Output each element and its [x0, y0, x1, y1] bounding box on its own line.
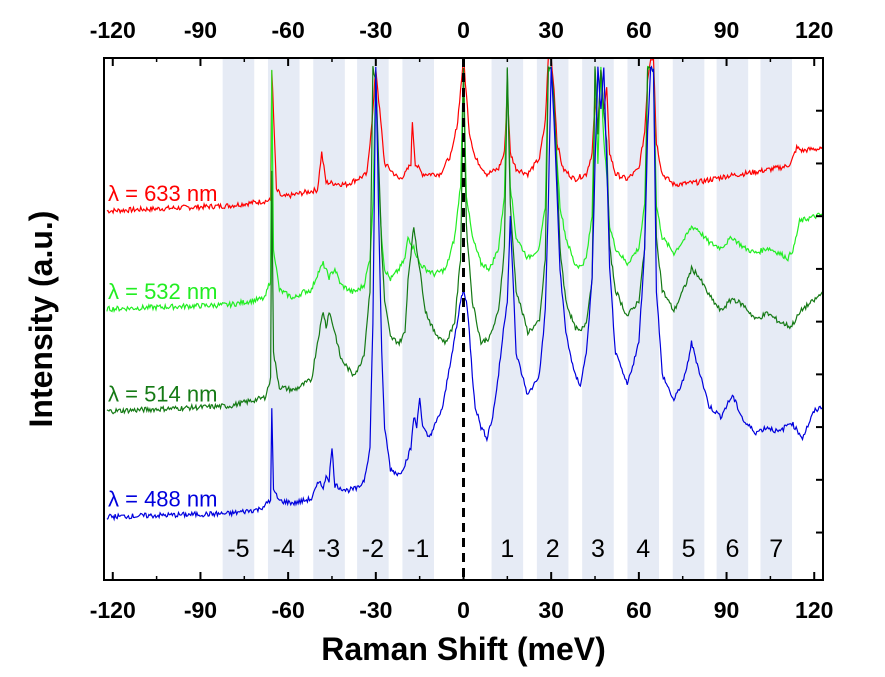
- band-labels: -5 -4 -3 -2 -1 1 2 3 4 5 6 7: [227, 535, 783, 563]
- band-6: [536, 58, 569, 580]
- series-line-0: [106, 56, 824, 215]
- top-tick-label-2: -60: [272, 17, 305, 43]
- series-label-3: λ = 488 nm: [108, 487, 217, 512]
- series-line-3: [106, 65, 824, 522]
- band-label-3: -2: [362, 535, 384, 563]
- band-label-5: 1: [500, 535, 514, 563]
- band-4: [402, 58, 434, 580]
- x-tick-label-6: 60: [626, 597, 652, 623]
- x-tick-label-5: 30: [538, 597, 564, 623]
- band-label-10: 6: [725, 535, 739, 563]
- x-tick-label-0: -120: [90, 597, 136, 623]
- band-9: [672, 58, 705, 580]
- band-label-0: -5: [227, 535, 249, 563]
- band-label-4: -1: [407, 535, 429, 563]
- x-tick-label-3: -30: [359, 597, 392, 623]
- band-2: [313, 58, 345, 580]
- top-tick-label-1: -90: [184, 17, 217, 43]
- band-label-11: 7: [769, 535, 783, 563]
- axis-ticks: -120 -90 -60 -30 0 30 60 90 120 -120 -90 -60 -30 0 30 6…: [90, 17, 834, 623]
- x-tick-label-2: -60: [272, 597, 305, 623]
- band-label-1: -4: [273, 535, 295, 563]
- top-tick-label-5: 30: [538, 17, 564, 43]
- top-tick-label-8: 120: [795, 17, 833, 43]
- band-label-8: 4: [636, 535, 650, 563]
- band-label-7: 3: [591, 535, 605, 563]
- y-axis-title: Intensity (a.u.): [23, 211, 59, 428]
- x-tick-label-4: 0: [457, 597, 470, 623]
- band-0: [222, 58, 255, 580]
- top-tick-label-4: 0: [457, 17, 470, 43]
- x-tick-label-1: -90: [184, 597, 217, 623]
- band-label-9: 5: [682, 535, 696, 563]
- top-tick-label-0: -120: [90, 17, 136, 43]
- x-tick-label-7: 90: [714, 597, 740, 623]
- series-labels: λ = 633 nm λ = 532 nm λ = 514 nm λ = 488 nm: [108, 181, 217, 512]
- band-10: [716, 58, 749, 580]
- band-label-2: -3: [318, 535, 340, 563]
- band-label-6: 2: [546, 535, 560, 563]
- series-label-0: λ = 633 nm: [108, 181, 217, 206]
- x-tick-label-8: 120: [795, 597, 833, 623]
- top-tick-label-6: 60: [626, 17, 652, 43]
- x-axis-title: Raman Shift (meV): [321, 631, 605, 667]
- top-tick-label-7: 90: [714, 17, 740, 43]
- top-tick-label-3: -30: [359, 17, 392, 43]
- series-label-2: λ = 514 nm: [108, 381, 217, 406]
- series-label-1: λ = 532 nm: [108, 279, 217, 304]
- band-5: [491, 58, 524, 580]
